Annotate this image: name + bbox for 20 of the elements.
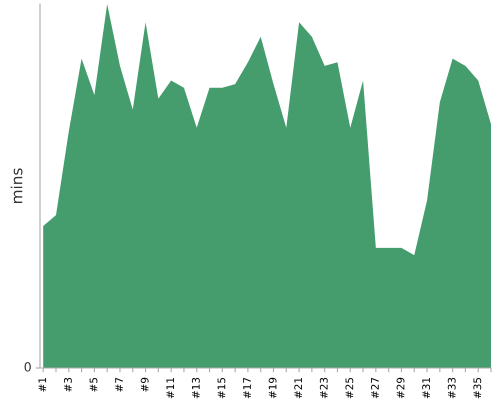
- y-axis-title: mins: [10, 168, 22, 203]
- x-tick-label: #11: [166, 378, 174, 398]
- x-tick-label: #3: [64, 378, 72, 392]
- text: 0: [24, 362, 31, 372]
- x-tick-label: #5: [90, 378, 98, 392]
- x-tick-label: #13: [192, 378, 200, 398]
- x-tick-label: #1: [38, 378, 46, 392]
- x-tick-label: #17: [243, 378, 251, 398]
- x-tick-label: #15: [218, 378, 226, 398]
- x-tick-label: #31: [422, 378, 430, 398]
- x-tick-label: #23: [320, 378, 328, 398]
- x-tick-label: #7: [115, 378, 123, 392]
- x-tick-label: #35: [473, 378, 482, 398]
- x-tick-label: #33: [448, 378, 456, 398]
- x-tick-label: #29: [396, 378, 404, 398]
- x-tick-label: #25: [345, 378, 354, 398]
- x-tick-label: #27: [370, 378, 379, 398]
- x-tick-label: #9: [140, 378, 149, 392]
- x-tick-label: #19: [268, 378, 277, 398]
- x-tick-label: #21: [294, 378, 302, 398]
